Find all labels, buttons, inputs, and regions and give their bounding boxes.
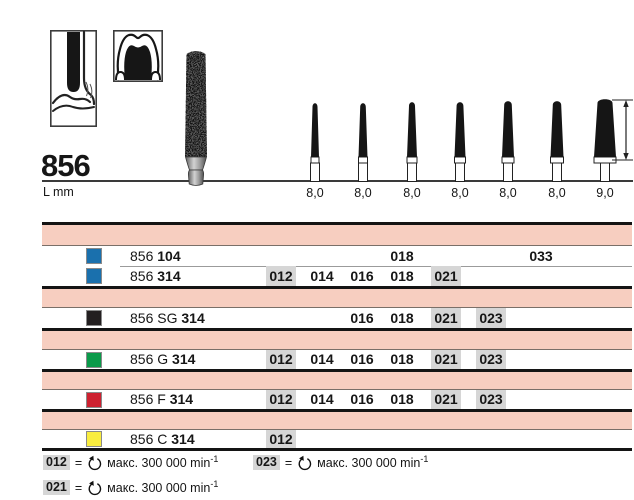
rotation-speed-icon bbox=[298, 455, 312, 470]
profile-length-label: 9,0 bbox=[596, 186, 614, 200]
equals-sign: = bbox=[74, 455, 83, 470]
table-row: 856 C 314 012 bbox=[0, 430, 634, 448]
color-code-square bbox=[86, 248, 102, 264]
diameter-value: 018 bbox=[390, 391, 414, 407]
band bbox=[42, 412, 632, 429]
separator-line bbox=[42, 222, 632, 225]
color-code-square bbox=[86, 310, 102, 326]
profile-length-label: 8,0 bbox=[403, 186, 421, 200]
table-row: 856 F 314 012 014 016 018 021 023 bbox=[0, 390, 634, 409]
diameter-value: 012 bbox=[266, 266, 296, 286]
bur-profile-silhouettes bbox=[310, 99, 633, 182]
product-number: 856 SG 314 bbox=[130, 310, 205, 326]
diameter-code-chip: 023 bbox=[253, 455, 280, 470]
diameter-value: 014 bbox=[310, 351, 334, 367]
diameter-value: 016 bbox=[350, 310, 374, 326]
row-divider bbox=[120, 266, 632, 267]
diameter-value: 021 bbox=[431, 390, 461, 409]
legend-item: 012 = макс. 300 000 min-1 bbox=[43, 454, 218, 471]
legend-text: макс. 300 000 min-1 bbox=[107, 479, 219, 496]
rotation-speed-icon bbox=[88, 455, 102, 470]
separator-line bbox=[42, 409, 632, 412]
band bbox=[42, 331, 632, 349]
diameter-value: 018 bbox=[390, 310, 414, 326]
band bbox=[42, 289, 632, 307]
color-code-square bbox=[86, 268, 102, 284]
color-code-square bbox=[86, 431, 102, 447]
band bbox=[42, 372, 632, 389]
diameter-value: 016 bbox=[350, 268, 374, 284]
diameter-value: 023 bbox=[476, 350, 506, 369]
page-title: 856 bbox=[41, 148, 91, 183]
product-number: 856 104 bbox=[130, 248, 181, 264]
thin-line bbox=[42, 349, 632, 350]
diameter-value: 018 bbox=[390, 351, 414, 367]
color-code-square bbox=[86, 391, 102, 408]
thin-line bbox=[42, 389, 632, 390]
band bbox=[42, 225, 632, 245]
legend-text: макс. 300 000 min-1 bbox=[107, 454, 219, 471]
rotation-speed-icon bbox=[88, 480, 102, 495]
thin-line bbox=[42, 429, 632, 430]
diameter-value: 018 bbox=[390, 248, 414, 264]
separator-line bbox=[42, 369, 632, 372]
product-number: 856 G 314 bbox=[130, 351, 196, 367]
separator-line bbox=[42, 328, 632, 331]
color-code-square bbox=[86, 351, 102, 368]
product-number: 856 C 314 bbox=[130, 431, 195, 447]
legend-item: 021 = макс. 300 000 min-1 bbox=[43, 479, 218, 496]
thin-line bbox=[42, 245, 632, 246]
bur-in-sulcus-icon bbox=[50, 30, 97, 127]
separator-line bbox=[42, 448, 632, 451]
diameter-value: 012 bbox=[266, 390, 296, 409]
diameter-value: 012 bbox=[266, 350, 296, 369]
diameter-value: 021 bbox=[431, 308, 461, 328]
diameter-value: 018 bbox=[390, 268, 414, 284]
crown-preparation-icon bbox=[113, 30, 163, 82]
baseline-rule bbox=[42, 180, 633, 182]
legend-text: макс. 300 000 min-1 bbox=[317, 454, 429, 471]
table-row: 856 104 018 033 bbox=[0, 246, 634, 266]
table-row: 856 314 012 014 016 018 021 bbox=[0, 266, 634, 286]
equals-sign: = bbox=[284, 455, 293, 470]
profile-length-label: 8,0 bbox=[548, 186, 566, 200]
profile-length-label: 8,0 bbox=[306, 186, 324, 200]
diameter-value: 033 bbox=[529, 248, 553, 264]
diameter-value: 016 bbox=[350, 351, 374, 367]
diameter-value: 021 bbox=[431, 266, 461, 286]
diameter-value: 021 bbox=[431, 350, 461, 369]
diamond-bur-photo bbox=[184, 51, 208, 186]
diameter-value: 016 bbox=[350, 391, 374, 407]
table-row: 856 SG 314 016 018 021 023 bbox=[0, 308, 634, 328]
diameter-value: 023 bbox=[476, 390, 506, 409]
diameter-value: 023 bbox=[476, 308, 506, 328]
diameter-value: 012 bbox=[266, 430, 296, 448]
profile-length-label: 8,0 bbox=[499, 186, 517, 200]
table-row: 856 G 314 012 014 016 018 021 023 bbox=[0, 350, 634, 369]
profile-length-label: 8,0 bbox=[354, 186, 372, 200]
product-number: 856 F 314 bbox=[130, 391, 194, 407]
equals-sign: = bbox=[74, 480, 83, 495]
length-unit-label: L mm bbox=[43, 185, 74, 199]
profile-length-label: 8,0 bbox=[451, 186, 469, 200]
legend-item: 023 = макс. 300 000 min-1 bbox=[253, 454, 428, 471]
diameter-value: 014 bbox=[310, 391, 334, 407]
diameter-value: 014 bbox=[310, 268, 334, 284]
diameter-code-chip: 012 bbox=[43, 455, 70, 470]
thin-line bbox=[42, 307, 632, 308]
length-dimension-arrow bbox=[612, 99, 633, 161]
product-number: 856 314 bbox=[130, 268, 181, 284]
separator-line bbox=[42, 286, 632, 289]
diameter-code-chip: 021 bbox=[43, 480, 70, 495]
